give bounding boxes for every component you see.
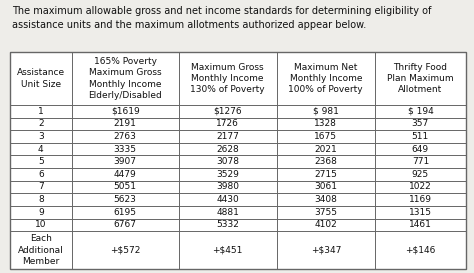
Text: $1619: $1619 — [111, 107, 139, 116]
Text: 2715: 2715 — [314, 170, 337, 179]
Text: 6195: 6195 — [114, 208, 137, 217]
Text: 511: 511 — [412, 132, 429, 141]
Text: 5332: 5332 — [216, 220, 239, 229]
Text: 2628: 2628 — [216, 145, 239, 154]
Text: 3335: 3335 — [114, 145, 137, 154]
Text: Each
Additional
Member: Each Additional Member — [18, 235, 64, 266]
Text: Thrifty Food
Plan Maximum
Allotment: Thrifty Food Plan Maximum Allotment — [387, 63, 454, 94]
Text: 5051: 5051 — [114, 182, 137, 191]
Text: 4430: 4430 — [216, 195, 239, 204]
Text: 3078: 3078 — [216, 157, 239, 166]
Text: 1328: 1328 — [314, 119, 337, 128]
Text: $1276: $1276 — [213, 107, 242, 116]
Text: 3: 3 — [38, 132, 44, 141]
Text: 3755: 3755 — [314, 208, 337, 217]
Text: 10: 10 — [35, 220, 46, 229]
Text: 2177: 2177 — [216, 132, 239, 141]
Text: 1461: 1461 — [409, 220, 432, 229]
Text: $ 194: $ 194 — [408, 107, 433, 116]
Text: 6767: 6767 — [114, 220, 137, 229]
Text: Assistance
Unit Size: Assistance Unit Size — [17, 69, 65, 88]
Text: 2: 2 — [38, 119, 44, 128]
Bar — [10, 52, 466, 269]
Text: 5: 5 — [38, 157, 44, 166]
Text: 5623: 5623 — [114, 195, 137, 204]
Text: 3061: 3061 — [314, 182, 337, 191]
Text: 165% Poverty
Maximum Gross
Monthly Income
Elderly/Disabled: 165% Poverty Maximum Gross Monthly Incom… — [88, 57, 162, 100]
Text: 6: 6 — [38, 170, 44, 179]
Text: 649: 649 — [412, 145, 429, 154]
Text: 3408: 3408 — [314, 195, 337, 204]
Text: Maximum Net
Monthly Income
100% of Poverty: Maximum Net Monthly Income 100% of Pover… — [289, 63, 363, 94]
Text: 2191: 2191 — [114, 119, 137, 128]
Text: 2021: 2021 — [314, 145, 337, 154]
Text: 3529: 3529 — [216, 170, 239, 179]
Text: 9: 9 — [38, 208, 44, 217]
Text: 7: 7 — [38, 182, 44, 191]
Text: The maximum allowable gross and net income standards for determining eligibility: The maximum allowable gross and net inco… — [12, 6, 431, 30]
Text: 1675: 1675 — [314, 132, 337, 141]
Text: 1726: 1726 — [216, 119, 239, 128]
Text: 1022: 1022 — [409, 182, 432, 191]
Text: 1315: 1315 — [409, 208, 432, 217]
Text: 8: 8 — [38, 195, 44, 204]
Text: +$347: +$347 — [310, 246, 341, 255]
Text: 4479: 4479 — [114, 170, 137, 179]
Text: Maximum Gross
Monthly Income
130% of Poverty: Maximum Gross Monthly Income 130% of Pov… — [191, 63, 265, 94]
Text: 357: 357 — [412, 119, 429, 128]
Text: +$572: +$572 — [110, 246, 140, 255]
Text: 4: 4 — [38, 145, 44, 154]
Text: 1: 1 — [38, 107, 44, 116]
Text: 4881: 4881 — [216, 208, 239, 217]
Text: 2368: 2368 — [314, 157, 337, 166]
Text: 2763: 2763 — [114, 132, 137, 141]
Text: 3907: 3907 — [114, 157, 137, 166]
Text: $ 981: $ 981 — [313, 107, 339, 116]
Text: +$451: +$451 — [212, 246, 243, 255]
Text: +$146: +$146 — [405, 246, 436, 255]
Text: 771: 771 — [412, 157, 429, 166]
Text: 1169: 1169 — [409, 195, 432, 204]
Text: 4102: 4102 — [314, 220, 337, 229]
Text: 3980: 3980 — [216, 182, 239, 191]
Text: 925: 925 — [412, 170, 429, 179]
